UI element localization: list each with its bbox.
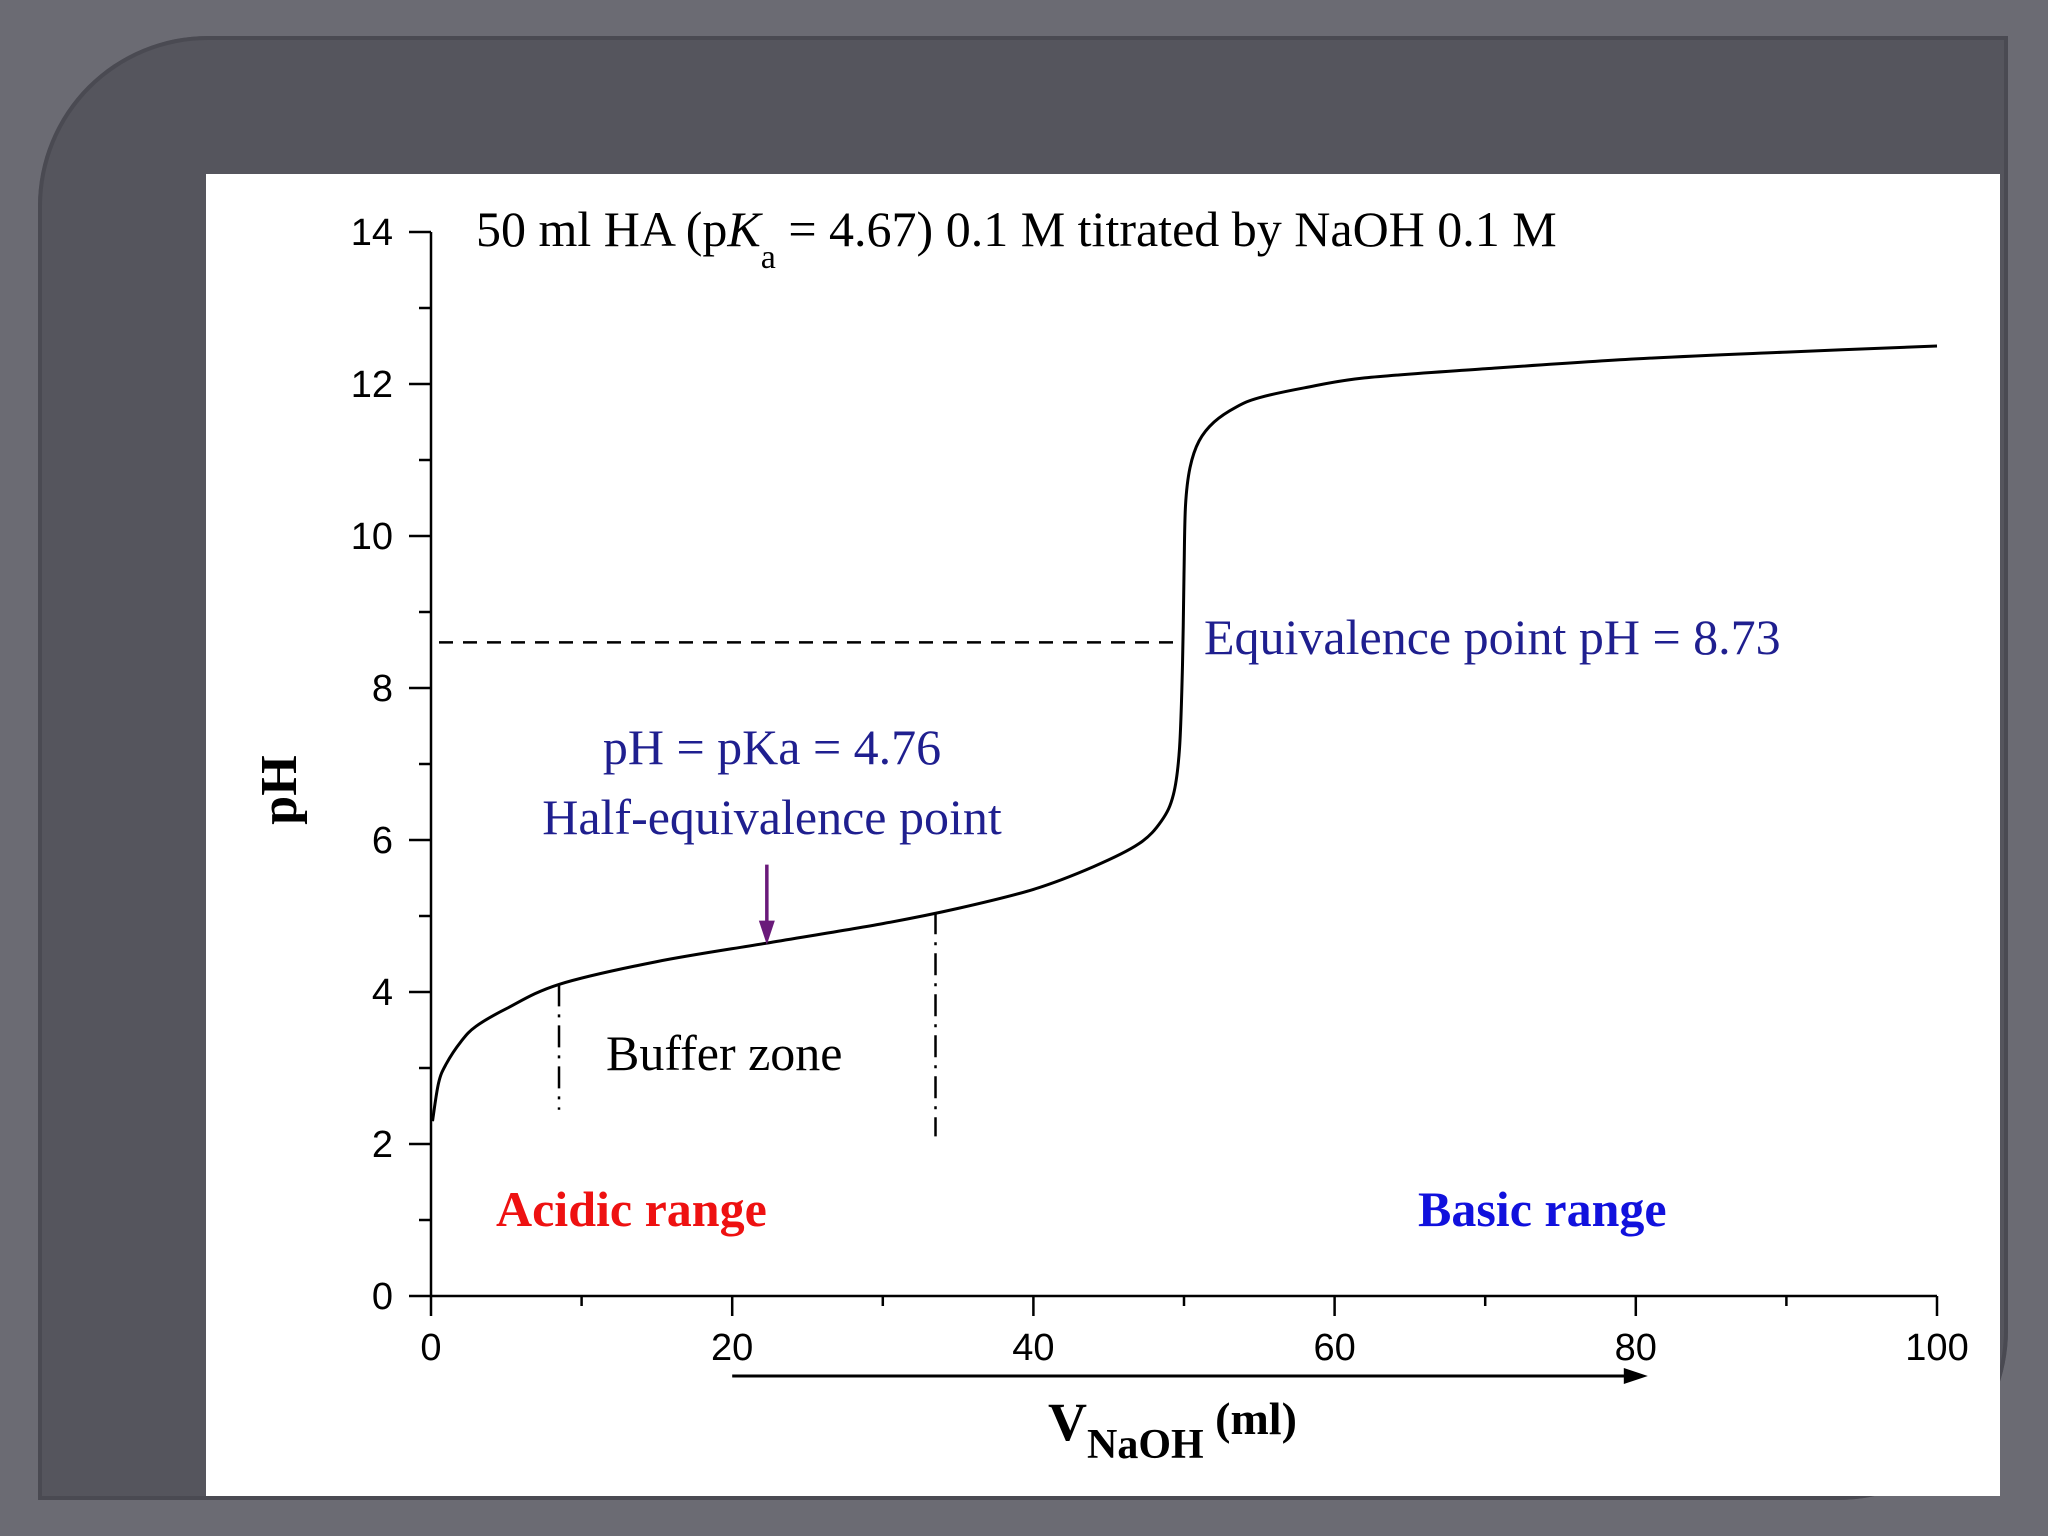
y-axis-label: pH [251,755,308,824]
title-pre: 50 ml HA (p [476,201,727,257]
half-equivalence-label-1: pH = pKa = 4.76 [603,719,941,775]
x-tick-label: 0 [420,1327,441,1369]
basic-range-label: Basic range [1418,1181,1667,1237]
x-tick-label: 100 [1905,1327,1968,1369]
x-tick-label: 20 [711,1327,753,1369]
y-tick-label: 4 [372,972,393,1014]
x-label-main: V [1048,1392,1087,1452]
title-sub: a [761,239,776,276]
chart-panel: 0 2 4 6 8 10 12 14 0 20 40 60 80 100 50 ml HA (pKa =… [206,174,2000,1496]
y-tick-label: 10 [351,516,393,558]
x-tick-label: 40 [1012,1327,1054,1369]
y-tick-label: 0 [372,1276,393,1318]
chart-title: 50 ml HA (pKa = 4.67) 0.1 M titrated by … [476,201,1557,276]
y-tick-label: 8 [372,668,393,710]
acidic-range-label: Acidic range [496,1181,767,1237]
y-ticks: 0 2 4 6 8 10 12 14 [351,212,431,1318]
titration-chart: 0 2 4 6 8 10 12 14 0 20 40 60 80 100 50 ml HA (pKa =… [251,201,1969,1468]
y-tick-label: 12 [351,364,393,406]
y-tick-label: 2 [372,1124,393,1166]
buffer-zone-label: Buffer zone [606,1025,842,1081]
half-equivalence-arrow-head [758,920,775,945]
x-tick-label: 80 [1615,1327,1657,1369]
titration-curve [431,344,1938,1122]
x-tick-label: 60 [1313,1327,1355,1369]
slide-frame: 0 2 4 6 8 10 12 14 0 20 40 60 80 100 50 ml HA (pKa =… [38,36,2008,1500]
half-equivalence-label-2: Half-equivalence point [542,789,1002,845]
title-k: K [726,201,763,257]
volume-arrow-head [1623,1368,1648,1384]
x-label-sub: NaOH [1087,1422,1204,1468]
y-tick-label: 6 [372,820,393,862]
y-tick-label: 14 [351,212,393,254]
equivalence-label: Equivalence point pH = 8.73 [1204,609,1781,665]
x-label-unit: (ml) [1204,1393,1297,1444]
x-ticks: 0 20 40 60 80 100 [420,1296,1969,1369]
x-axis-label: VNaOH (ml) [1048,1392,1297,1468]
title-post: = 4.67) 0.1 M titrated by NaOH 0.1 M [776,201,1557,257]
